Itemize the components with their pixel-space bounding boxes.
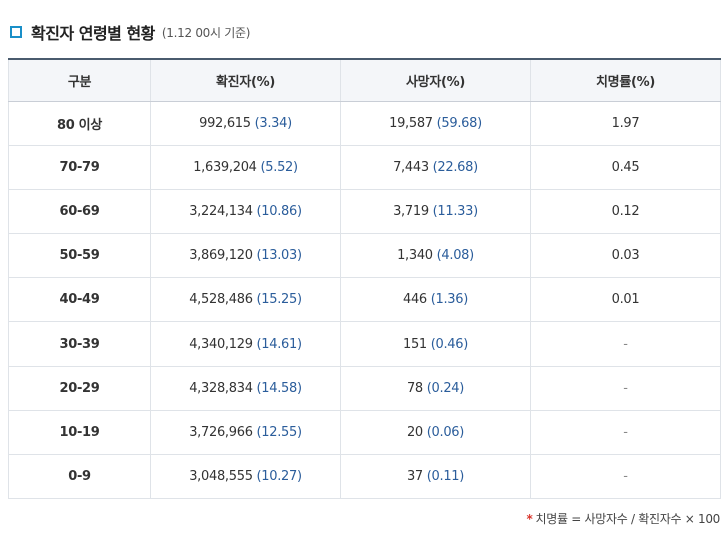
square-bullet-icon: [10, 26, 22, 38]
deaths-percent: (0.46): [430, 336, 469, 352]
deaths-count: 151: [402, 336, 427, 352]
table-row: 40-49 4,528,486 (15.25) 446 (1.36) 0.01: [8, 277, 721, 323]
deaths-percent: (0.11): [426, 469, 465, 485]
cell-fatality-rate: 0.12: [530, 189, 721, 235]
age-stats-table: 구분 확진자(%) 사망자(%) 치명률(%) 80 이상 992,615 (3.…: [8, 58, 721, 500]
confirmed-percent: (3.34): [254, 115, 293, 131]
column-header-fatality: 치명률(%): [530, 58, 721, 102]
cell-fatality-rate: -: [530, 454, 721, 500]
cell-deaths: 19,587 (59.68): [340, 101, 531, 146]
confirmed-count: 4,340,129: [189, 336, 253, 352]
cell-fatality-rate: 0.45: [530, 145, 721, 190]
deaths-percent: (4.08): [436, 248, 475, 264]
page-subtitle: (1.12 00시 기준): [161, 25, 251, 40]
footnote-marker: *: [526, 512, 533, 526]
confirmed-percent: (10.86): [256, 203, 303, 219]
cell-age-group: 70-79: [8, 145, 151, 190]
confirmed-percent: (15.25): [256, 292, 303, 308]
cell-fatality-rate: 1.97: [530, 101, 721, 146]
cell-deaths: 37 (0.11): [340, 454, 531, 500]
deaths-count: 19,587: [389, 115, 433, 131]
confirmed-percent: (5.52): [260, 159, 299, 175]
confirmed-percent: (14.58): [256, 380, 303, 396]
deaths-percent: (0.06): [426, 424, 465, 440]
deaths-count: 7,443: [393, 159, 429, 175]
cell-confirmed: 4,340,129 (14.61): [150, 321, 341, 367]
cell-confirmed: 1,639,204 (5.52): [150, 145, 341, 190]
cell-confirmed: 4,328,834 (14.58): [150, 366, 341, 411]
confirmed-percent: (14.61): [256, 336, 303, 352]
confirmed-count: 3,048,555: [189, 469, 253, 485]
cell-deaths: 7,443 (22.68): [340, 145, 531, 190]
cell-fatality-rate: -: [530, 410, 721, 456]
cell-confirmed: 4,528,486 (15.25): [150, 277, 341, 323]
section-heading: 확진자 연령별 현황 (1.12 00시 기준): [10, 20, 250, 44]
cell-confirmed: 3,869,120 (13.03): [150, 233, 341, 279]
confirmed-percent: (13.03): [256, 248, 303, 264]
cell-fatality-rate: -: [530, 321, 721, 367]
table-row: 20-29 4,328,834 (14.58) 78 (0.24) -: [8, 366, 721, 411]
deaths-count: 1,340: [397, 248, 433, 264]
deaths-count: 78: [406, 380, 423, 396]
cell-age-group: 0-9: [8, 454, 151, 500]
cell-fatality-rate: 0.03: [530, 233, 721, 279]
cell-age-group: 40-49: [8, 277, 151, 323]
cell-fatality-rate: 0.01: [530, 277, 721, 323]
table-row: 60-69 3,224,134 (10.86) 3,719 (11.33) 0.12: [8, 189, 721, 235]
cell-deaths: 1,340 (4.08): [340, 233, 531, 279]
table-header-row: 구분 확진자(%) 사망자(%) 치명률(%): [8, 58, 721, 102]
cell-confirmed: 3,224,134 (10.86): [150, 189, 341, 235]
cell-deaths: 446 (1.36): [340, 277, 531, 323]
cell-age-group: 50-59: [8, 233, 151, 279]
footnote: * 치명률 = 사망자수 / 확진자수 × 100: [526, 510, 721, 527]
confirmed-count: 4,328,834: [189, 380, 253, 396]
cell-deaths: 78 (0.24): [340, 366, 531, 411]
deaths-count: 446: [402, 292, 427, 308]
cell-age-group: 60-69: [8, 189, 151, 235]
footnote-text: 치명률 = 사망자수 / 확진자수 × 100: [535, 512, 721, 526]
confirmed-count: 1,639,204: [193, 159, 257, 175]
deaths-count: 3,719: [393, 203, 429, 219]
deaths-percent: (0.24): [426, 380, 465, 396]
deaths-count: 37: [406, 469, 423, 485]
page-title: 확진자 연령별 현황: [31, 24, 155, 43]
deaths-percent: (59.68): [436, 115, 483, 131]
table-row: 30-39 4,340,129 (14.61) 151 (0.46) -: [8, 321, 721, 367]
confirmed-count: 3,869,120: [189, 248, 253, 264]
cell-age-group: 30-39: [8, 321, 151, 367]
cell-age-group: 20-29: [8, 366, 151, 411]
deaths-percent: (22.68): [432, 159, 479, 175]
table-row: 80 이상 992,615 (3.34) 19,587 (59.68) 1.97: [8, 101, 721, 146]
cell-confirmed: 3,726,966 (12.55): [150, 410, 341, 456]
table-row: 50-59 3,869,120 (13.03) 1,340 (4.08) 0.03: [8, 233, 721, 279]
column-header-confirmed: 확진자(%): [150, 58, 341, 102]
deaths-percent: (1.36): [430, 292, 469, 308]
table-body: 80 이상 992,615 (3.34) 19,587 (59.68) 1.97 70-…: [8, 101, 721, 500]
cell-age-group: 80 이상: [8, 101, 151, 146]
confirmed-percent: (12.55): [256, 424, 303, 440]
confirmed-count: 3,726,966: [189, 424, 253, 440]
deaths-count: 20: [406, 424, 423, 440]
cell-deaths: 3,719 (11.33): [340, 189, 531, 235]
table-row: 0-9 3,048,555 (10.27) 37 (0.11) -: [8, 454, 721, 500]
table-row: 70-79 1,639,204 (5.52) 7,443 (22.68) 0.45: [8, 145, 721, 190]
confirmed-percent: (10.27): [256, 469, 303, 485]
deaths-percent: (11.33): [432, 203, 479, 219]
cell-age-group: 10-19: [8, 410, 151, 456]
confirmed-count: 4,528,486: [189, 292, 253, 308]
confirmed-count: 3,224,134: [189, 203, 253, 219]
column-header-category: 구분: [8, 58, 151, 102]
confirmed-count: 992,615: [199, 115, 251, 131]
table-row: 10-19 3,726,966 (12.55) 20 (0.06) -: [8, 410, 721, 456]
cell-deaths: 151 (0.46): [340, 321, 531, 367]
cell-deaths: 20 (0.06): [340, 410, 531, 456]
cell-confirmed: 992,615 (3.34): [150, 101, 341, 146]
cell-confirmed: 3,048,555 (10.27): [150, 454, 341, 500]
cell-fatality-rate: -: [530, 366, 721, 411]
column-header-deaths: 사망자(%): [340, 58, 531, 102]
